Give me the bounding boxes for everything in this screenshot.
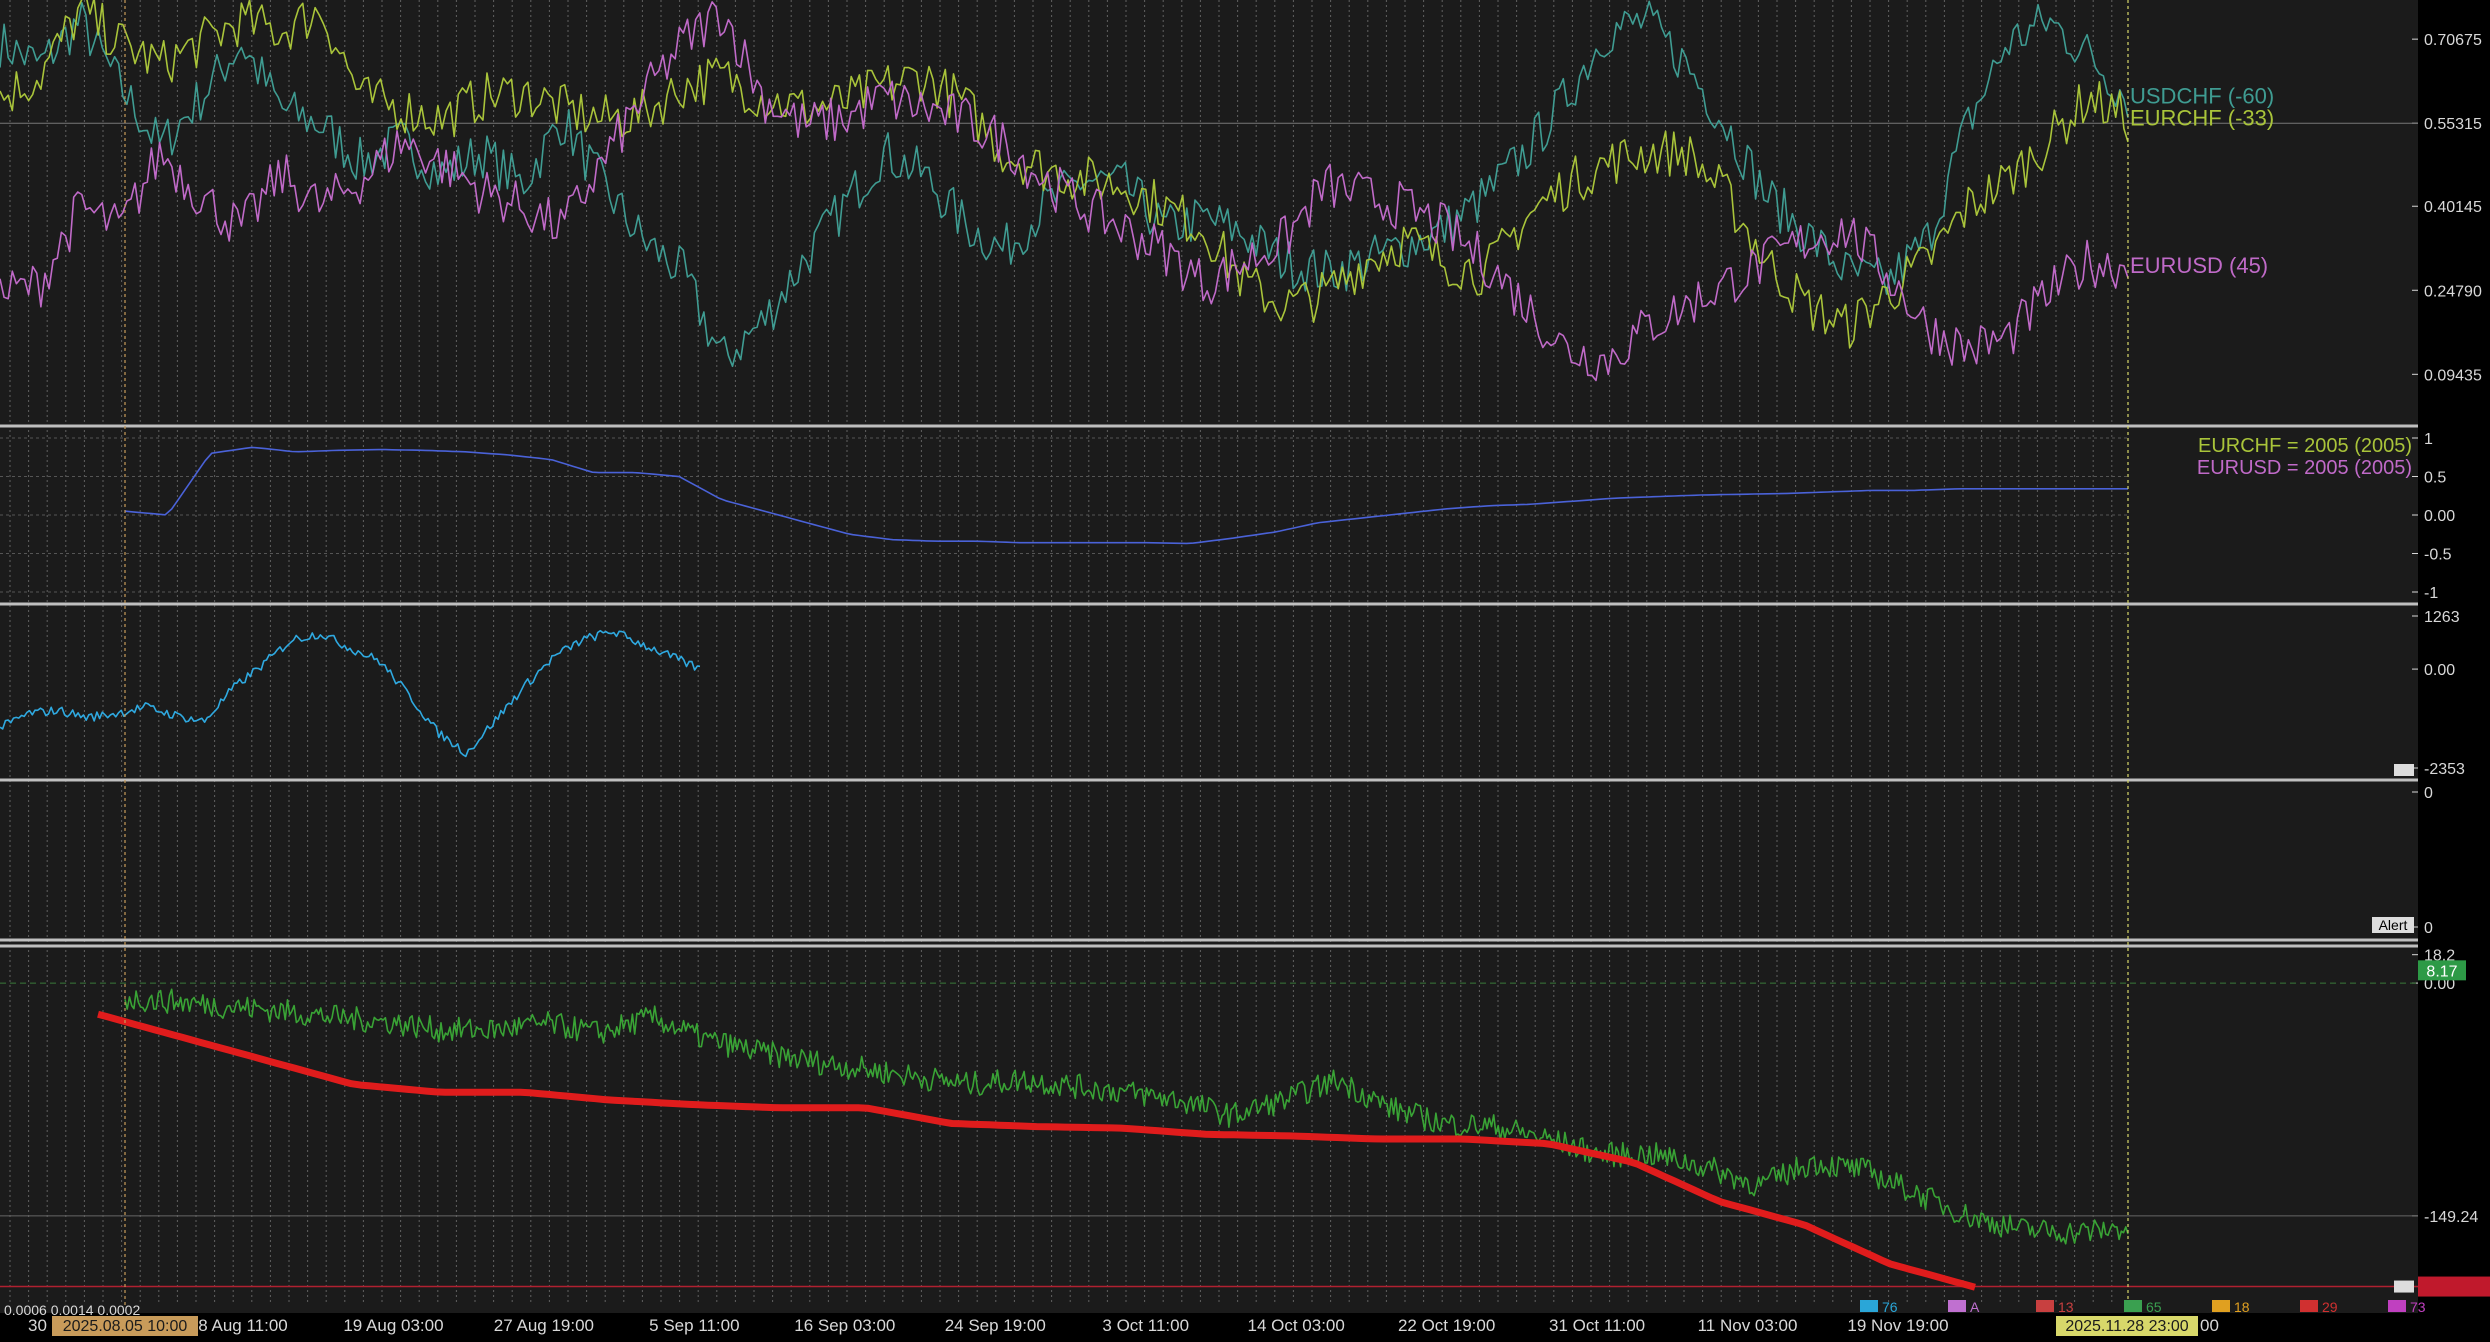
series-line-oscillator-0 bbox=[0, 629, 701, 758]
panel-menu-icon-bottom[interactable] bbox=[2394, 1280, 2414, 1293]
y-tick-label: 0.24790 bbox=[2424, 283, 2482, 300]
panel-menu-icon[interactable] bbox=[2394, 764, 2414, 776]
alert-label: Alert bbox=[2379, 917, 2408, 933]
status-icon-count: 13 bbox=[2058, 1299, 2074, 1315]
time-tick-label: 19 Nov 19:00 bbox=[1847, 1316, 1948, 1335]
time-tick-label: 8 Aug 11:00 bbox=[198, 1316, 288, 1335]
series-line-correlation-0 bbox=[124, 446, 2128, 545]
end-marker-label: 2025.11.28 23:00 bbox=[2065, 1318, 2188, 1335]
status-icon[interactable] bbox=[2124, 1300, 2142, 1312]
time-tick-label: 14 Oct 03:00 bbox=[1248, 1316, 1345, 1335]
series-line-price-overlay-2 bbox=[0, 1, 2129, 382]
y-tick-label: 0 bbox=[2424, 785, 2433, 802]
time-tick-label: 19 Aug 03:00 bbox=[343, 1316, 443, 1335]
time-leading-label: 30 bbox=[28, 1316, 47, 1335]
correlation-legend-item: EURUSD = 2005 (2005) bbox=[2197, 457, 2412, 479]
equity-badge-value: 8.17 bbox=[2426, 963, 2457, 980]
time-tick-label: 24 Sep 19:00 bbox=[945, 1316, 1046, 1335]
status-icon-count: 73 bbox=[2410, 1299, 2426, 1315]
status-icon[interactable] bbox=[2388, 1300, 2406, 1312]
status-icon[interactable] bbox=[1948, 1300, 1966, 1312]
y-tick-label: -1 bbox=[2424, 585, 2438, 602]
y-tick-label: 0.70675 bbox=[2424, 32, 2482, 49]
time-axis-panel bbox=[0, 1313, 2418, 1337]
status-icon-count: 65 bbox=[2146, 1299, 2162, 1315]
correlation-legend-item: EURCHF = 2005 (2005) bbox=[2198, 435, 2412, 457]
y-tick-label: 0.40145 bbox=[2424, 199, 2482, 216]
y-tick-label: 1 bbox=[2424, 431, 2433, 448]
status-icon-count: 76 bbox=[1882, 1299, 1898, 1315]
y-tick-label: 0.00 bbox=[2424, 662, 2455, 679]
series-line-equity-0 bbox=[124, 988, 2129, 1245]
price-axis-panel bbox=[2418, 0, 2490, 1337]
series-line-price-overlay-1 bbox=[0, 0, 2129, 349]
alert-badge[interactable] bbox=[2372, 917, 2414, 933]
time-tick-label: 16 Sep 03:00 bbox=[794, 1316, 895, 1335]
y-tick-label: -149.24 bbox=[2424, 1209, 2478, 1226]
time-tick-label: 31 Oct 11:00 bbox=[1549, 1316, 1645, 1335]
status-icon[interactable] bbox=[2212, 1300, 2230, 1312]
time-tick-label: 5 Sep 11:00 bbox=[649, 1316, 739, 1335]
time-tick-label: 11 Nov 03:00 bbox=[1698, 1316, 1798, 1335]
y-tick-label: 0.55315 bbox=[2424, 116, 2482, 133]
start-marker-label: 2025.08.05 10:00 bbox=[63, 1318, 188, 1335]
status-icon[interactable] bbox=[2036, 1300, 2054, 1312]
status-icon-count: 29 bbox=[2322, 1299, 2338, 1315]
time-trailing-label: 00 bbox=[2200, 1316, 2219, 1335]
series-line-price-overlay-0 bbox=[0, 0, 2129, 368]
status-icon[interactable] bbox=[2300, 1300, 2318, 1312]
y-tick-label: 0.5 bbox=[2424, 470, 2446, 487]
series-line-equity-1 bbox=[97, 1010, 1976, 1291]
start-marker-badge[interactable] bbox=[52, 1316, 198, 1336]
loss-badge bbox=[2418, 1276, 2490, 1297]
bottom-left-readout: 0.0006 0.0014 0.0002 bbox=[4, 1302, 140, 1318]
end-marker-badge[interactable] bbox=[2056, 1316, 2198, 1336]
status-icon[interactable] bbox=[1860, 1300, 1878, 1312]
equity-badge bbox=[2418, 960, 2466, 981]
time-tick-label: 3 Oct 11:00 bbox=[1102, 1316, 1189, 1335]
time-tick-label: 22 Oct 19:00 bbox=[1398, 1316, 1495, 1335]
y-tick-label: -0.5 bbox=[2424, 547, 2452, 564]
y-tick-label: -2353 bbox=[2424, 761, 2465, 778]
y-tick-label: 0.09435 bbox=[2424, 367, 2482, 384]
y-tick-label: 1263 bbox=[2424, 609, 2460, 626]
y-tick-label: 0.00 bbox=[2424, 508, 2455, 525]
series-label-2: EURUSD (45) bbox=[2130, 253, 2268, 278]
status-icon-count: 18 bbox=[2234, 1299, 2250, 1315]
series-label-0: USDCHF (-60) bbox=[2130, 84, 2274, 109]
status-icon-count: A bbox=[1970, 1299, 1980, 1315]
time-tick-label: 27 Aug 19:00 bbox=[494, 1316, 594, 1335]
series-label-1: EURCHF (-33) bbox=[2130, 105, 2274, 130]
y-tick-label: 0 bbox=[2424, 920, 2433, 937]
